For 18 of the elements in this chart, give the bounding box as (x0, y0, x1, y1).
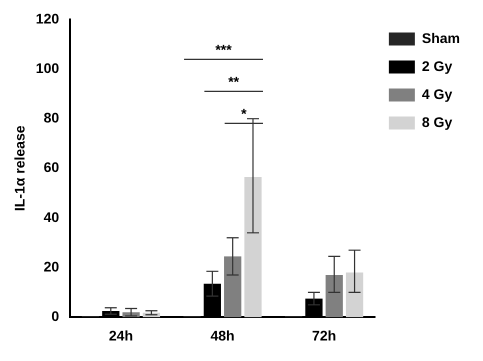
legend-label: Sham (422, 30, 460, 46)
y-tick-label: 20 (44, 258, 60, 274)
annotation: * (241, 105, 248, 122)
y-axis-title: IL-1α release (11, 125, 28, 212)
annotation: ** (228, 73, 240, 90)
legend-label: 8 Gy (422, 114, 452, 130)
annotation: *** (215, 41, 232, 58)
y-tick-label: 0 (51, 308, 60, 324)
x-tick-label: 72h (312, 327, 336, 344)
y-tick-label: 120 (36, 10, 60, 26)
y-tick-label: 100 (36, 60, 60, 76)
y-tick-label: 60 (44, 159, 60, 176)
x-tick-label: 48h (210, 327, 235, 344)
y-tick-label: 40 (44, 208, 60, 225)
legend-label: 2 Gy (422, 58, 452, 74)
x-tick-label: 24h (108, 327, 134, 344)
y-tick-label: 80 (44, 110, 60, 126)
legend-label: 4 Gy (422, 86, 452, 102)
